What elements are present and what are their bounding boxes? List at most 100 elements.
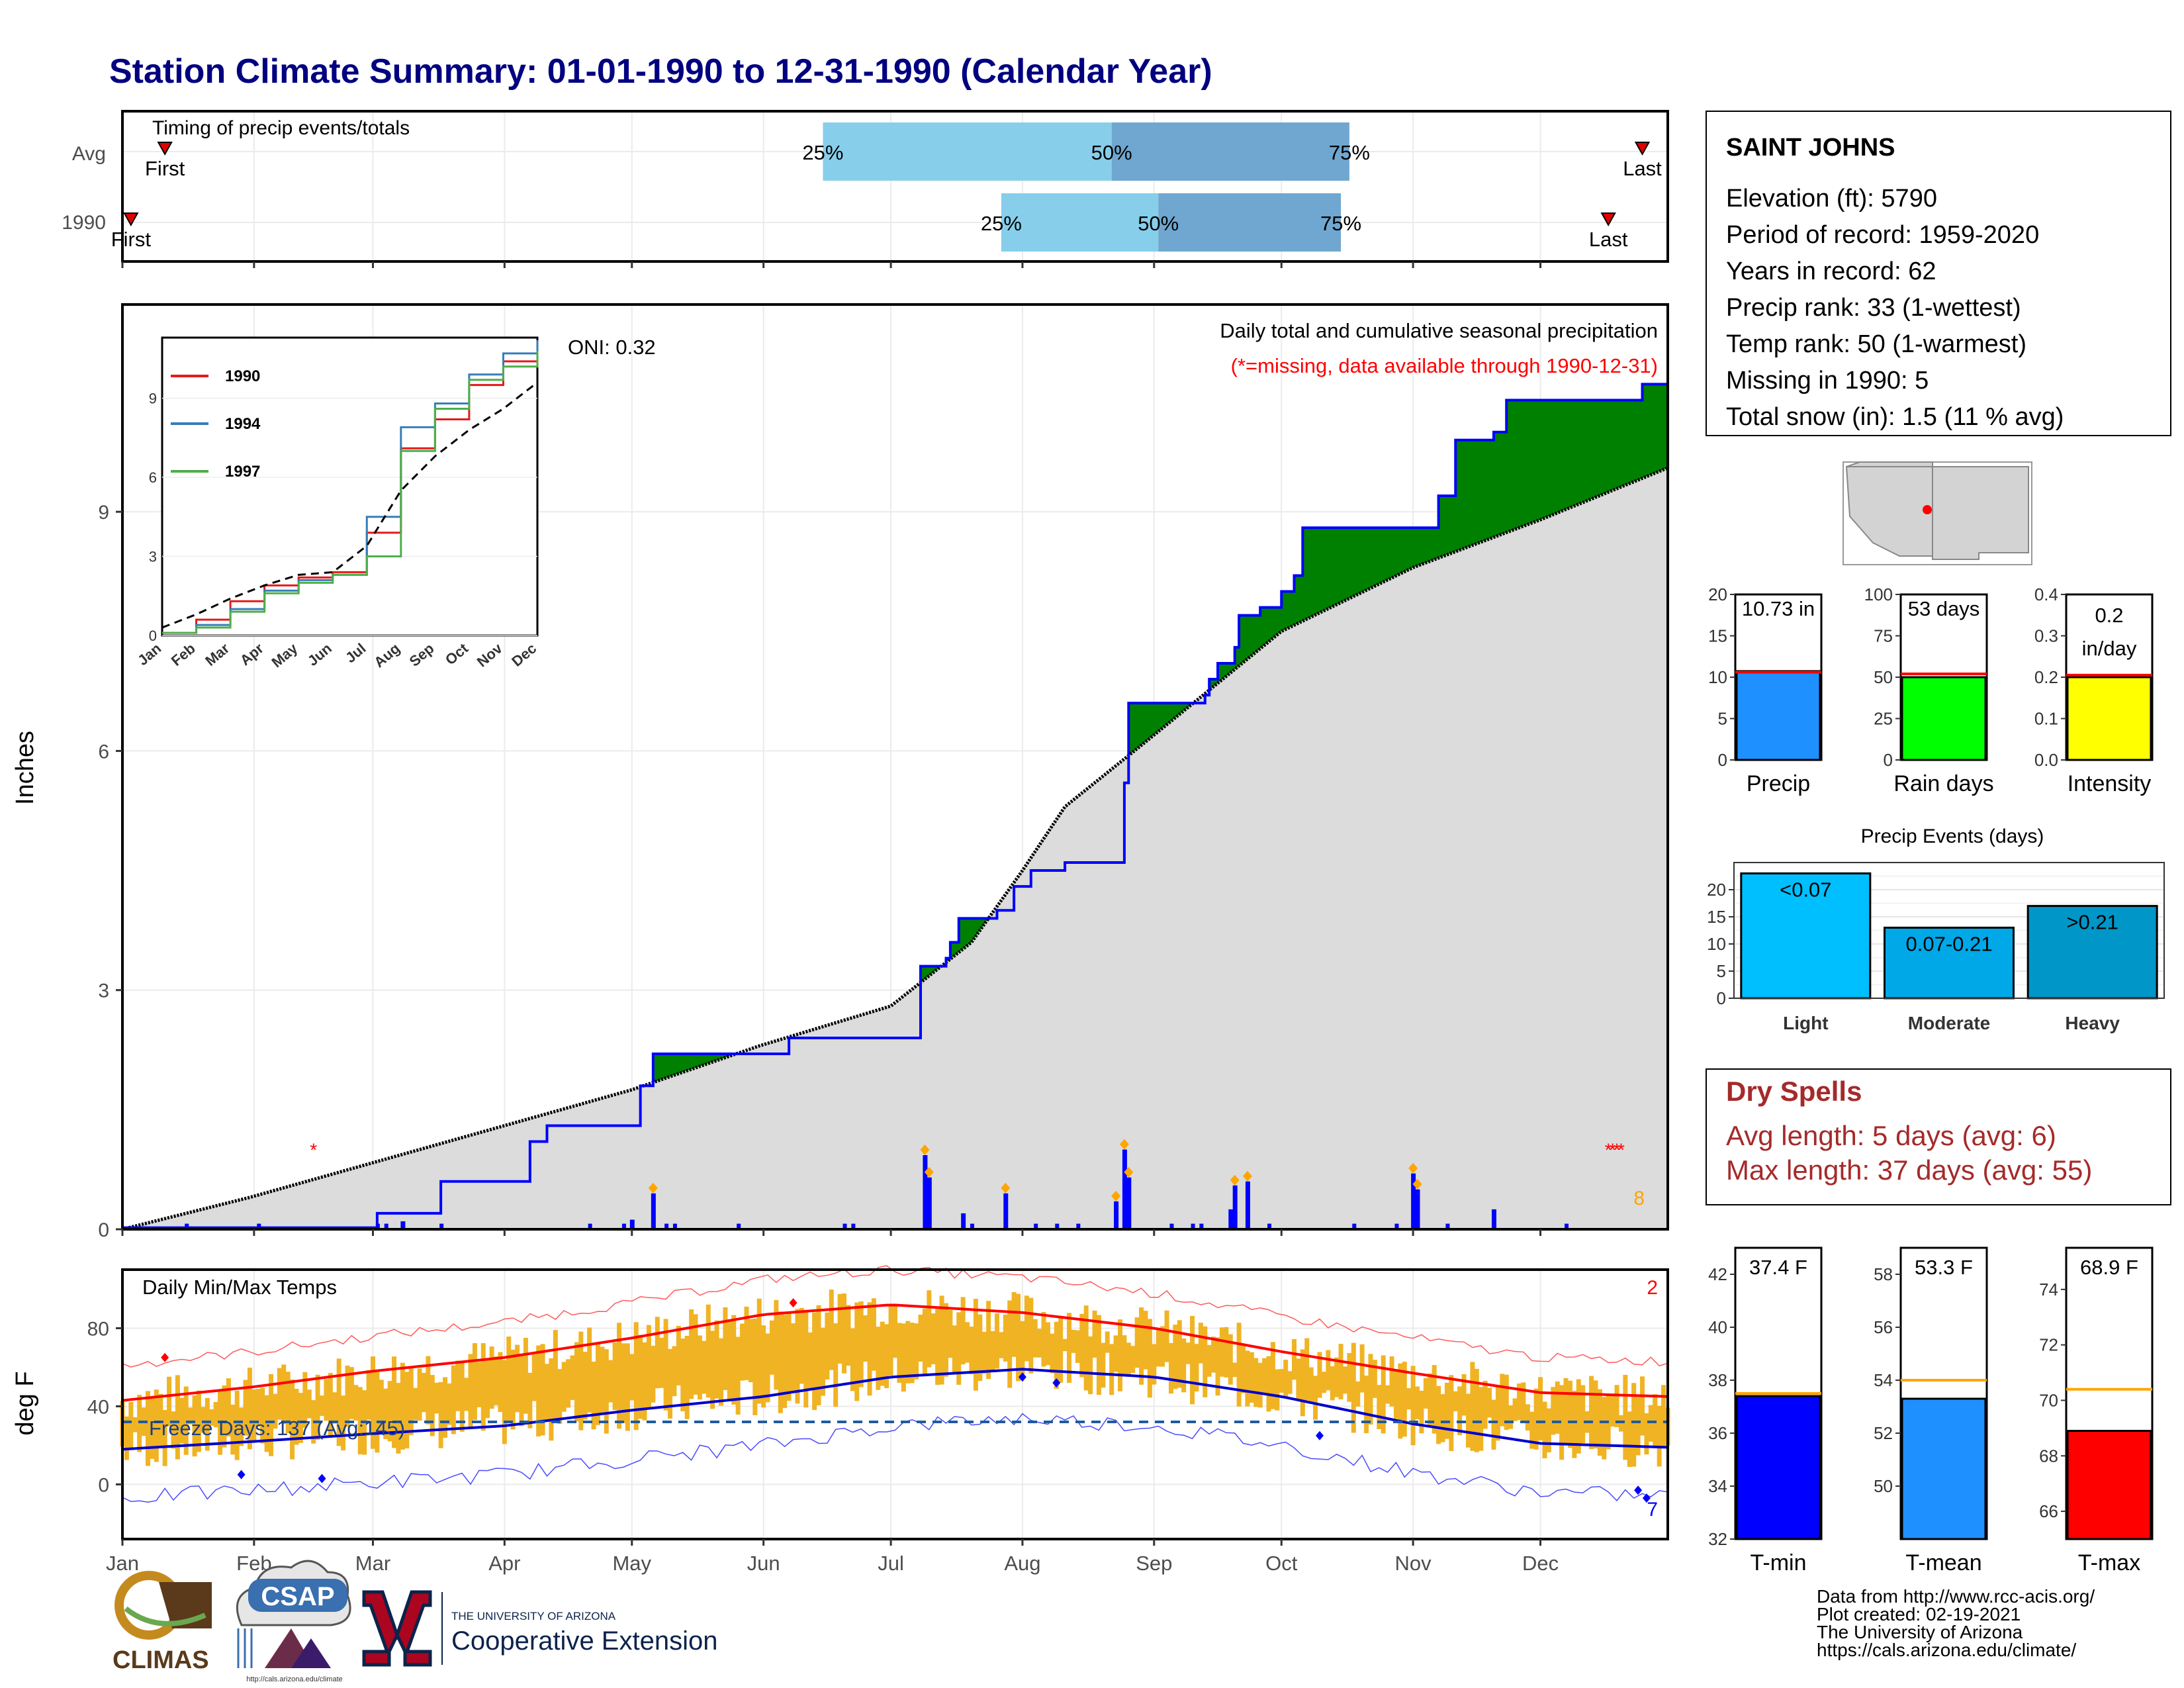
daily-temp-bar — [1457, 1386, 1463, 1436]
y-tick-label: 0 — [98, 1474, 109, 1496]
timing-marker-label: First — [145, 157, 185, 180]
daily-temp-bar — [858, 1301, 864, 1387]
daily-temp-bar — [137, 1395, 142, 1452]
precip-panel-title: Daily total and cumulative seasonal prec… — [1220, 319, 1658, 342]
daily-temp-bar — [477, 1362, 482, 1407]
daily-temp-bar — [1359, 1344, 1365, 1393]
daily-temp-bar — [459, 1360, 465, 1432]
daily-temp-bar — [290, 1379, 295, 1460]
month-label: Sep — [1136, 1552, 1172, 1575]
daily-temp-bar — [693, 1314, 698, 1395]
daily-temp-bar — [876, 1327, 881, 1390]
daily-temp-bar — [1495, 1385, 1500, 1441]
daily-temp-bar — [676, 1325, 681, 1385]
daily-temp-bar — [880, 1321, 885, 1386]
y-tick-label: 70 — [2039, 1390, 2058, 1410]
y-tick-label: 10 — [1707, 934, 1726, 954]
daily-temp-bar — [1470, 1362, 1475, 1451]
daily-temp-bar — [1249, 1352, 1254, 1403]
daily-temp-bar — [927, 1290, 932, 1368]
daily-temp-bar — [833, 1323, 839, 1407]
daily-temp-bar — [1181, 1338, 1187, 1393]
daily-temp-bar — [375, 1371, 380, 1453]
dry-spells-title: Dry Spells — [1726, 1076, 1862, 1107]
temp-summary-label: T-max — [2078, 1550, 2140, 1575]
daily-temp-bar — [689, 1309, 694, 1399]
daily-temp-bar — [1440, 1394, 1445, 1442]
daily-temp-bar — [591, 1361, 596, 1430]
precip-events-title: Precip Events (days) — [1861, 825, 2044, 847]
temp-summary-value-label: 68.9 F — [2080, 1256, 2138, 1279]
dry-spells-box: Dry Spells Avg length: 5 days (avg: 6) M… — [1706, 1068, 2171, 1205]
daily-temp-bar — [519, 1354, 524, 1427]
y-tick-label: 42 — [1708, 1264, 1727, 1284]
daily-temp-bar — [1279, 1369, 1284, 1393]
station-line: Years in record: 62 — [1726, 258, 1936, 285]
temp-summary-value-label: 37.4 F — [1749, 1256, 1807, 1279]
daily-temp-bar — [1610, 1396, 1615, 1427]
daily-temp-bar — [1152, 1344, 1157, 1385]
daily-temp-bar — [222, 1385, 227, 1448]
daily-precip-bar — [1055, 1223, 1060, 1229]
daily-temp-bar — [608, 1360, 614, 1403]
daily-temp-bar — [251, 1389, 257, 1442]
daily-temp-bar — [1347, 1352, 1352, 1402]
daily-temp-bar — [426, 1356, 431, 1425]
precip-events-chart: Precip Events (days) 0 5 10 15 20 <0.07 Light 0… — [1707, 825, 2165, 1033]
daily-temp-bar — [1589, 1376, 1594, 1450]
daily-temp-bar — [646, 1325, 651, 1409]
daily-temp-bar — [1326, 1350, 1331, 1391]
y-tick-label: 68 — [2039, 1446, 2058, 1466]
timing-bar-avg-upper — [1111, 122, 1349, 181]
daily-temp-bar — [956, 1312, 962, 1385]
station-line: Missing in 1990: 5 — [1726, 367, 1929, 395]
y-tick-label: 100 — [1864, 585, 1893, 604]
daily-temp-bar — [396, 1383, 401, 1454]
daily-temp-bar — [1109, 1344, 1115, 1395]
daily-temp-bar — [803, 1311, 809, 1408]
daily-temp-bar — [723, 1307, 728, 1390]
daily-temp-bar — [943, 1303, 948, 1377]
daily-temp-bar — [825, 1312, 830, 1380]
daily-precip-bar — [1114, 1201, 1119, 1229]
daily-temp-bar — [1067, 1313, 1072, 1383]
record-temp-marker — [1634, 1485, 1643, 1495]
temp-summary-charts: 32 34 36 38 40 42 37.4 F T-min 50 52 54 56 58 53.3 F T… — [1708, 1246, 2154, 1575]
daily-temp-bar — [264, 1395, 269, 1452]
daily-temp-bar — [1134, 1317, 1140, 1368]
daily-temp-bar — [1198, 1323, 1203, 1364]
daily-temp-bar — [353, 1385, 359, 1421]
daily-temp-bar — [948, 1309, 953, 1358]
large-event-marker — [1408, 1162, 1418, 1174]
y-tick-label: 40 — [87, 1396, 109, 1418]
climas-logo-text: CLIMAS — [113, 1646, 209, 1674]
daily-temp-bar — [1257, 1362, 1263, 1408]
daily-temp-bar — [324, 1379, 329, 1421]
daily-temp-bar — [625, 1343, 630, 1431]
daily-temp-bar — [1491, 1399, 1496, 1450]
daily-temp-bar — [1377, 1385, 1382, 1430]
daily-temp-bar — [392, 1356, 397, 1448]
summary-value-label: 53 days — [1908, 597, 1980, 620]
daily-temp-bar — [1580, 1385, 1586, 1444]
daily-temp-bar — [1482, 1380, 1488, 1429]
daily-temp-bar — [294, 1388, 299, 1445]
record-temp-marker — [789, 1298, 797, 1308]
temp-summary-bar — [2066, 1430, 2152, 1540]
daily-temp-bar — [1559, 1385, 1565, 1460]
timing-marker — [1600, 212, 1616, 227]
temp-summary-label: T-mean — [1905, 1550, 1981, 1575]
daily-precip-bar — [1491, 1209, 1496, 1229]
ua-small-text: THE UNIVERSITY OF ARIZONA — [451, 1610, 616, 1622]
daily-temp-bar — [1614, 1385, 1619, 1428]
daily-precip-bar — [1245, 1181, 1250, 1229]
daily-temp-bar — [600, 1346, 605, 1414]
daily-temp-bar — [527, 1372, 533, 1429]
month-label: Jun — [747, 1552, 780, 1575]
y-tick-label: 0 — [1884, 750, 1893, 770]
month-label: Oct — [1265, 1552, 1298, 1575]
daily-temp-bar — [1385, 1385, 1390, 1404]
daily-temp-bar — [387, 1381, 392, 1442]
daily-temp-bar — [243, 1380, 248, 1436]
quartile-label: 25% — [981, 212, 1022, 235]
